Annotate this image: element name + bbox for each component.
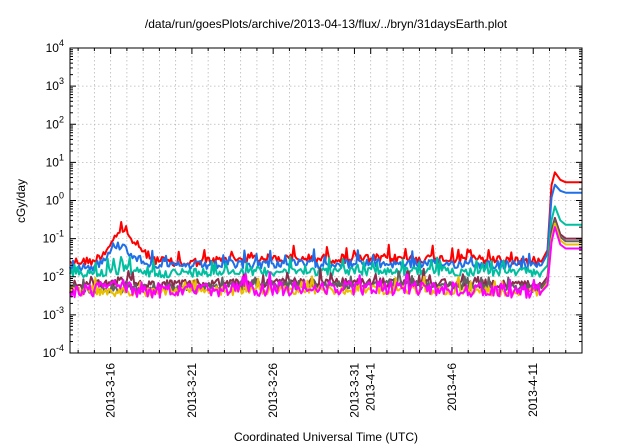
y-tick-label: 10-2 <box>43 267 64 284</box>
chart-title: /data/run/goesPlots/archive/2013-04-13/f… <box>145 17 508 31</box>
y-tick-label: 104 <box>46 38 64 55</box>
data-series-line <box>69 183 582 273</box>
y-tick-label: 10-1 <box>43 229 64 246</box>
data-series-line <box>69 205 582 279</box>
y-tick-label: 10-3 <box>43 305 64 322</box>
x-tick-label: 2013-3-16 <box>104 363 118 418</box>
y-axis-label: cGy/day <box>14 179 28 223</box>
y-tick-label: 103 <box>46 76 64 93</box>
y-tick-label: 102 <box>46 114 64 131</box>
y-tick-label: 101 <box>46 152 64 169</box>
x-tick-label: 2013-4-6 <box>445 363 459 411</box>
data-series-line <box>69 226 582 299</box>
x-axis-label: Coordinated Universal Time (UTC) <box>234 430 418 444</box>
y-tick-label: 10-4 <box>43 343 64 360</box>
data-series-line <box>69 171 582 268</box>
x-tick-label: 2013-3-26 <box>266 363 280 418</box>
ticks: 10-4 10-3 10-2 10-1 100 101 102 103 104 2013-3-16… <box>43 38 583 418</box>
x-tick-label: 2013-4-11 <box>526 363 540 417</box>
series-group <box>69 171 582 299</box>
y-tick-label: 100 <box>46 191 64 208</box>
x-tick-label: 2013-4-1 <box>364 363 378 411</box>
x-tick-label: 2013-3-31 <box>347 363 361 418</box>
x-tick-label: 2013-3-21 <box>185 363 199 418</box>
grid <box>70 48 583 353</box>
